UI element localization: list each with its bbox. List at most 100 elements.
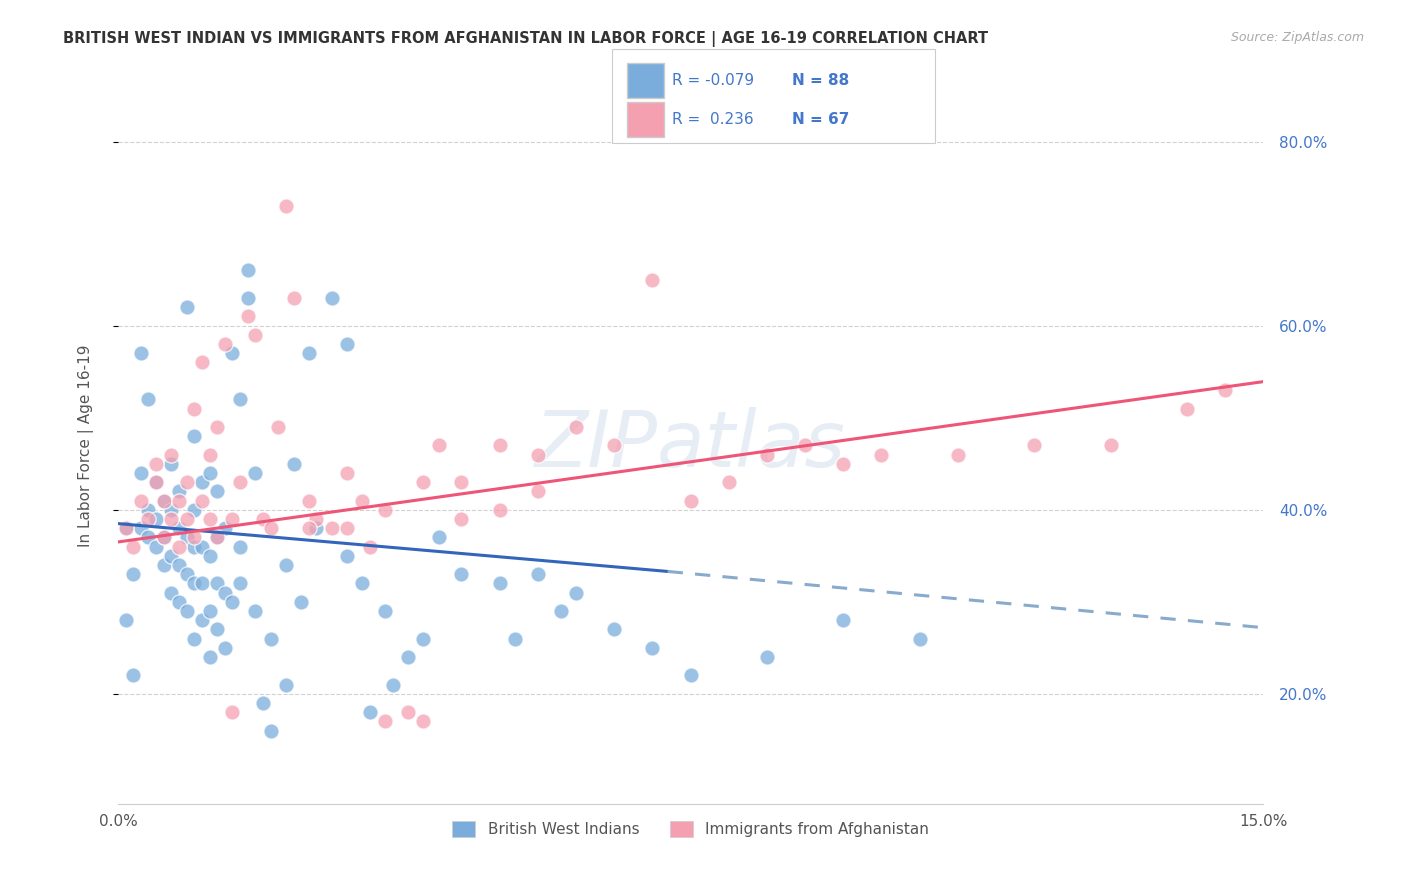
Point — [145, 512, 167, 526]
Point — [205, 420, 228, 434]
Point — [427, 530, 450, 544]
Point — [450, 512, 472, 526]
Point — [167, 558, 190, 572]
Point — [176, 530, 198, 544]
Point — [129, 346, 152, 360]
Point — [229, 576, 252, 591]
Point — [221, 595, 243, 609]
Point — [679, 668, 702, 682]
Point — [205, 530, 228, 544]
Point — [527, 484, 550, 499]
Point — [183, 576, 205, 591]
Point — [214, 521, 236, 535]
Point — [167, 484, 190, 499]
Point — [374, 714, 396, 729]
Point — [274, 678, 297, 692]
Point — [283, 457, 305, 471]
Point — [122, 668, 145, 682]
Point — [259, 723, 281, 738]
Point — [167, 493, 190, 508]
Y-axis label: In Labor Force | Age 16-19: In Labor Force | Age 16-19 — [79, 344, 94, 547]
Point — [114, 613, 136, 627]
Point — [114, 521, 136, 535]
Point — [252, 512, 274, 526]
Point — [396, 650, 419, 665]
Point — [176, 567, 198, 582]
Point — [259, 521, 281, 535]
Point — [152, 558, 174, 572]
Point — [198, 512, 221, 526]
Point — [160, 448, 183, 462]
Point — [679, 493, 702, 508]
Point — [138, 530, 160, 544]
Point — [374, 604, 396, 618]
Point — [236, 310, 259, 324]
Point — [717, 475, 740, 490]
Point — [565, 585, 588, 599]
Point — [298, 493, 321, 508]
Point — [870, 448, 893, 462]
Point — [352, 493, 374, 508]
Point — [221, 706, 243, 720]
Point — [138, 502, 160, 516]
Point — [198, 650, 221, 665]
Point — [1099, 438, 1122, 452]
Point — [160, 549, 183, 563]
Point — [191, 475, 214, 490]
Point — [641, 273, 664, 287]
Point — [274, 199, 297, 213]
Point — [191, 613, 214, 627]
Point — [138, 512, 160, 526]
Point — [298, 346, 321, 360]
Point — [274, 558, 297, 572]
Point — [145, 475, 167, 490]
Point — [183, 540, 205, 554]
Point — [305, 521, 328, 535]
Point — [183, 429, 205, 443]
Point — [259, 632, 281, 646]
Point — [1175, 401, 1198, 416]
Text: BRITISH WEST INDIAN VS IMMIGRANTS FROM AFGHANISTAN IN LABOR FORCE | AGE 16-19 CO: BRITISH WEST INDIAN VS IMMIGRANTS FROM A… — [63, 31, 988, 47]
Point — [205, 484, 228, 499]
Point — [450, 475, 472, 490]
Point — [191, 576, 214, 591]
Point — [229, 540, 252, 554]
Point — [183, 401, 205, 416]
Point — [114, 521, 136, 535]
Point — [122, 567, 145, 582]
Point — [229, 475, 252, 490]
Point — [298, 521, 321, 535]
Point — [122, 540, 145, 554]
Point — [214, 640, 236, 655]
Point — [167, 540, 190, 554]
Point — [427, 438, 450, 452]
Point — [336, 337, 359, 351]
Point — [152, 493, 174, 508]
Point — [527, 448, 550, 462]
Point — [129, 466, 152, 480]
Point — [352, 576, 374, 591]
Text: Source: ZipAtlas.com: Source: ZipAtlas.com — [1230, 31, 1364, 45]
Point — [336, 521, 359, 535]
Point — [191, 355, 214, 369]
Point — [245, 604, 267, 618]
Point — [198, 549, 221, 563]
Point — [488, 576, 510, 591]
Point — [236, 291, 259, 305]
Text: N = 67: N = 67 — [792, 112, 849, 128]
Point — [183, 502, 205, 516]
Point — [832, 613, 855, 627]
Point — [152, 530, 174, 544]
Point — [1213, 383, 1236, 397]
Point — [641, 640, 664, 655]
Text: R = -0.079: R = -0.079 — [672, 73, 754, 88]
Point — [160, 512, 183, 526]
Point — [160, 457, 183, 471]
Point — [603, 623, 626, 637]
Text: R =  0.236: R = 0.236 — [672, 112, 754, 128]
Point — [755, 650, 778, 665]
Point — [214, 585, 236, 599]
Point — [236, 263, 259, 277]
Point — [198, 466, 221, 480]
Point — [321, 291, 343, 305]
